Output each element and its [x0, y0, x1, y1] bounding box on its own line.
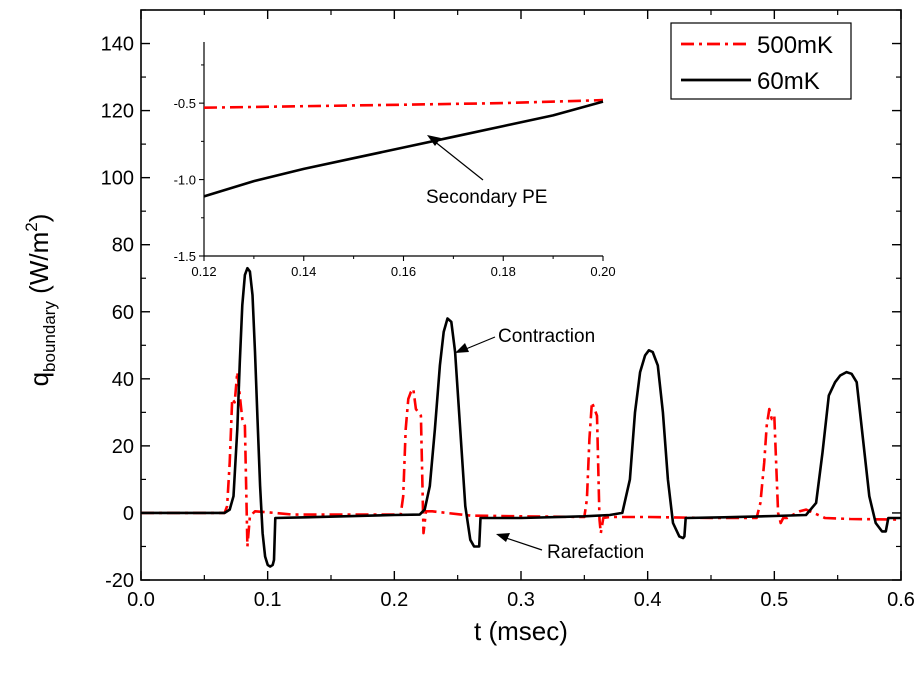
x-tick-label: 0.2: [380, 589, 408, 611]
main-x-axis: 0.0 0.1 0.2 0.3 0.4 0.5 0.6: [127, 10, 915, 611]
inset-x-tick-label: 0.20: [590, 264, 615, 279]
secondary-pe-arrow-line: [433, 140, 484, 181]
x-tick-label: 0.3: [507, 589, 535, 611]
rarefaction-arrow-line: [502, 536, 543, 551]
y-axis-label-unit: (W/m: [24, 232, 54, 301]
x-tick-label: 0.0: [127, 589, 155, 611]
inset-y-tick-label: -1.0: [174, 173, 196, 188]
rarefaction-label: Rarefaction: [547, 542, 644, 563]
y-axis-label-superscript: 2: [22, 222, 41, 231]
y-tick-label: -20: [105, 570, 134, 592]
x-tick-label: 0.4: [634, 589, 662, 611]
x-tick-label: 0.5: [760, 589, 788, 611]
main-y-axis: -20 0 20 40 60 80 100 120 140: [101, 9, 901, 592]
rarefaction-arrow-head: [496, 533, 510, 542]
series-line-60mk: [141, 266, 901, 568]
y-tick-label: 100: [101, 168, 134, 190]
y-tick-label: 40: [112, 369, 134, 391]
y-axis-label-close: ): [24, 214, 54, 223]
y-axis-label: qboundary (W/m2): [22, 214, 59, 387]
inset-x-tick-label: 0.16: [391, 264, 416, 279]
series-line-500mk: [141, 370, 902, 548]
y-axis-label-subscript: boundary: [40, 301, 59, 372]
y-tick-label: 120: [101, 101, 134, 123]
inset-series: [203, 98, 604, 198]
secondary-pe-arrow-head: [427, 135, 441, 146]
inset-series-line-500mk: [203, 98, 604, 109]
x-tick-label: 0.6: [887, 589, 915, 611]
y-tick-label: 80: [112, 235, 134, 257]
inset-y-axis: -1.5 -1.0 -0.5: [174, 64, 204, 264]
y-tick-label: 20: [112, 436, 134, 458]
y-tick-label: 0: [123, 503, 134, 525]
main-annotations: Contraction Rarefaction: [455, 326, 644, 563]
contraction-arrow-head: [455, 343, 469, 353]
main-series: [141, 266, 902, 568]
legend-label-500mk: 500mK: [757, 32, 833, 59]
legend: 500mK 60mK: [670, 22, 852, 100]
y-tick-label: 140: [101, 34, 134, 56]
y-tick-label: 60: [112, 302, 134, 324]
inset-x-axis: 0.12 0.14 0.16 0.18 0.20: [191, 256, 616, 279]
inset-x-tick-label: 0.14: [291, 264, 316, 279]
inset-series-line-60mk: [203, 100, 604, 198]
main-plot: 0.0 0.1 0.2 0.3 0.4 0.5 0.6 -20 0 20 40 60 80 100 120…: [101, 9, 915, 611]
x-tick-label: 0.1: [254, 589, 282, 611]
secondary-pe-label: Secondary PE: [426, 187, 547, 208]
contraction-label: Contraction: [498, 326, 595, 347]
inset-y-tick-label: -0.5: [174, 96, 196, 111]
legend-box: [670, 22, 852, 100]
inset-y-tick-label: -1.5: [174, 249, 196, 264]
legend-label-60mk: 60mK: [757, 68, 820, 95]
x-axis-label: t (msec): [474, 616, 568, 646]
inset-plot: 0.12 0.14 0.16 0.18 0.20 -1.5 -1.0 -0.5 Second…: [174, 42, 616, 279]
inset-x-tick-label: 0.18: [491, 264, 516, 279]
inset-x-tick-label: 0.12: [191, 264, 216, 279]
y-axis-label-main: q: [24, 372, 54, 386]
